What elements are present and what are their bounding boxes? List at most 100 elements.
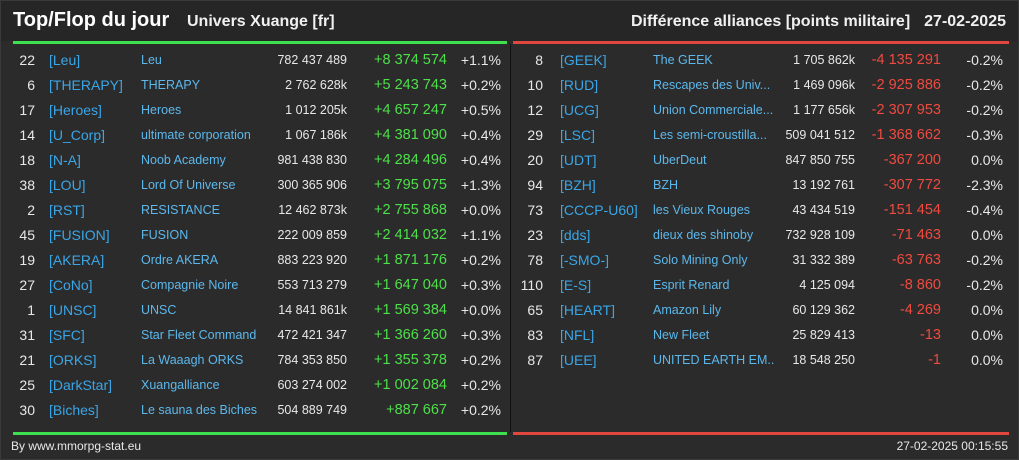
alliance-tag-link[interactable]: [N-A] bbox=[49, 152, 81, 168]
rank-cell: 12 bbox=[527, 102, 543, 118]
difference-cell: -4 135 291 bbox=[871, 52, 941, 68]
alliance-name-link[interactable]: Solo Mining Only bbox=[653, 253, 748, 267]
alliance-tag-link[interactable]: [Biches] bbox=[49, 402, 99, 418]
alliance-name-link[interactable]: La Waaagh ORKS bbox=[141, 353, 244, 367]
alliance-name-link[interactable]: THERAPY bbox=[141, 78, 201, 92]
alliance-name-link[interactable]: UNSC bbox=[141, 303, 177, 317]
alliance-name-link[interactable]: Star Fleet Command bbox=[141, 328, 257, 342]
alliance-tag-link[interactable]: [UNSC] bbox=[49, 302, 97, 318]
alliance-tag-link[interactable]: [LOU] bbox=[49, 177, 86, 193]
rank-cell: 45 bbox=[19, 227, 35, 243]
alliance-name-link[interactable]: ultimate corporation bbox=[141, 128, 251, 142]
page-title: Top/Flop du jour bbox=[13, 9, 170, 31]
alliance-tag-link[interactable]: [RUD] bbox=[560, 77, 599, 93]
difference-cell: -1 bbox=[928, 352, 941, 368]
difference-cell: -2 307 953 bbox=[871, 102, 941, 118]
rank-cell: 29 bbox=[527, 127, 543, 143]
alliance-name-link[interactable]: dieux des shinoby bbox=[653, 228, 754, 242]
alliance-name-link[interactable]: UberDeut bbox=[653, 153, 707, 167]
percent-cell: -0.2% bbox=[966, 277, 1003, 293]
alliance-tag-link[interactable]: [NFL] bbox=[560, 327, 595, 343]
alliance-name-link[interactable]: Le sauna des Biches bbox=[141, 403, 258, 417]
top-list: 22 [Leu] Leu 782 437 489 +8 374 574 +1.1% 6 [TH… bbox=[9, 48, 505, 423]
alliance-tag-link[interactable]: [Leu] bbox=[49, 52, 81, 68]
alliance-tag-link[interactable]: [UDT] bbox=[560, 152, 597, 168]
rank-cell: 2 bbox=[27, 202, 35, 218]
alliance-tag-link[interactable]: [AKERA] bbox=[49, 252, 105, 268]
alliance-tag-link[interactable]: [LSC] bbox=[560, 127, 596, 143]
alliance-name-link[interactable]: The GEEK bbox=[653, 53, 713, 67]
table-row: 30 [Biches] Le sauna des Biches 504 889 749… bbox=[9, 398, 505, 423]
alliance-name-link[interactable]: New Fleet bbox=[653, 328, 710, 342]
rank-cell: 94 bbox=[527, 177, 543, 193]
alliance-name-link[interactable]: Union Commerciale... bbox=[653, 103, 774, 117]
alliance-name-link[interactable]: Esprit Renard bbox=[653, 278, 730, 292]
alliance-tag-link[interactable]: [ORKS] bbox=[49, 352, 97, 368]
alliance-name-link[interactable]: Xuangalliance bbox=[141, 378, 220, 392]
percent-cell: +0.2% bbox=[460, 402, 501, 418]
difference-cell: +4 381 090 bbox=[374, 127, 447, 143]
points-cell: 603 274 002 bbox=[277, 378, 347, 392]
alliance-tag-link[interactable]: [E-S] bbox=[560, 277, 592, 293]
alliance-name-link[interactable]: FUSION bbox=[141, 228, 189, 242]
alliance-tag-link[interactable]: [U_Corp] bbox=[49, 127, 106, 143]
alliance-name-link[interactable]: Les semi-croustilla... bbox=[653, 128, 767, 142]
alliance-tag-link[interactable]: [GEEK] bbox=[560, 52, 607, 68]
points-cell: 2 762 628k bbox=[285, 78, 347, 92]
alliance-name-link[interactable]: les Vieux Rouges bbox=[653, 203, 751, 217]
alliance-tag-link[interactable]: [UCG] bbox=[560, 102, 599, 118]
alliance-tag-link[interactable]: [Heroes] bbox=[49, 102, 102, 118]
alliance-tag-link[interactable]: [DarkStar] bbox=[49, 377, 113, 393]
alliance-name-link[interactable]: Compagnie Noire bbox=[141, 278, 239, 292]
difference-cell: -151 454 bbox=[883, 202, 941, 218]
table-row: 17 [Heroes] Heroes 1 012 205k +4 657 247 +0.5… bbox=[9, 98, 505, 123]
alliance-tag-link[interactable]: [BZH] bbox=[560, 177, 596, 193]
alliance-name-link[interactable]: RESISTANCE bbox=[141, 203, 220, 217]
points-cell: 31 332 389 bbox=[792, 253, 855, 267]
difference-cell: +1 569 384 bbox=[374, 302, 447, 318]
difference-cell: -1 368 662 bbox=[871, 127, 941, 143]
percent-cell: +0.4% bbox=[460, 152, 501, 168]
alliance-name-link[interactable]: Ordre AKERA bbox=[141, 253, 219, 267]
table-row: 31 [SFC] Star Fleet Command 472 421 347 +1 3… bbox=[9, 323, 505, 348]
alliance-name-link[interactable]: Leu bbox=[141, 53, 162, 67]
alliance-tag-link[interactable]: [UEE] bbox=[560, 352, 597, 368]
difference-cell: +4 657 247 bbox=[374, 102, 447, 118]
percent-cell: +0.0% bbox=[460, 202, 501, 218]
percent-cell: +0.3% bbox=[460, 327, 501, 343]
points-cell: 732 928 109 bbox=[785, 228, 855, 242]
table-row: 94 [BZH] BZH 13 192 761 -307 772 -2.3% bbox=[517, 173, 1013, 198]
table-row: 14 [U_Corp] ultimate corporation 1 067 186k… bbox=[9, 123, 505, 148]
alliance-name-link[interactable]: Heroes bbox=[141, 103, 182, 117]
rank-cell: 1 bbox=[27, 302, 35, 318]
alliance-tag-link[interactable]: [FUSION] bbox=[49, 227, 110, 243]
points-cell: 883 223 920 bbox=[277, 253, 347, 267]
difference-cell: -13 bbox=[920, 327, 941, 343]
alliance-tag-link[interactable]: [CCCP-U60] bbox=[560, 202, 638, 218]
rank-cell: 17 bbox=[19, 102, 35, 118]
rank-cell: 38 bbox=[19, 177, 35, 193]
alliance-tag-link[interactable]: [RST] bbox=[49, 202, 85, 218]
difference-cell: +1 871 176 bbox=[374, 252, 447, 268]
alliance-tag-link[interactable]: [THERAPY] bbox=[49, 77, 123, 93]
alliance-name-link[interactable]: Lord Of Universe bbox=[141, 178, 236, 192]
alliance-name-link[interactable]: Noob Academy bbox=[141, 153, 226, 167]
alliance-tag-link[interactable]: [-SMO-] bbox=[560, 252, 609, 268]
rank-cell: 6 bbox=[27, 77, 35, 93]
alliance-tag-link[interactable]: [CoNo] bbox=[49, 277, 93, 293]
alliance-tag-link[interactable]: [dds] bbox=[560, 227, 591, 243]
alliance-name-link[interactable]: UNITED EARTH EM... bbox=[653, 353, 775, 367]
table-row: 87 [UEE] UNITED EARTH EM... 18 548 250 -1 0.0… bbox=[517, 348, 1013, 373]
alliance-tag-link[interactable]: [SFC] bbox=[49, 327, 85, 343]
alliance-name-link[interactable]: Amazon Lily bbox=[653, 303, 722, 317]
top-bar-bottom bbox=[13, 432, 507, 435]
rank-cell: 78 bbox=[527, 252, 543, 268]
alliance-name-link[interactable]: Rescapes des Univ... bbox=[653, 78, 771, 92]
alliance-tag-link[interactable]: [HEART] bbox=[560, 302, 615, 318]
points-cell: 12 462 873k bbox=[278, 203, 347, 217]
alliance-name-link[interactable]: BZH bbox=[653, 178, 678, 192]
points-cell: 553 713 279 bbox=[277, 278, 347, 292]
points-cell: 222 009 859 bbox=[277, 228, 347, 242]
difference-cell: +2 755 868 bbox=[374, 202, 447, 218]
percent-cell: -2.3% bbox=[966, 177, 1003, 193]
